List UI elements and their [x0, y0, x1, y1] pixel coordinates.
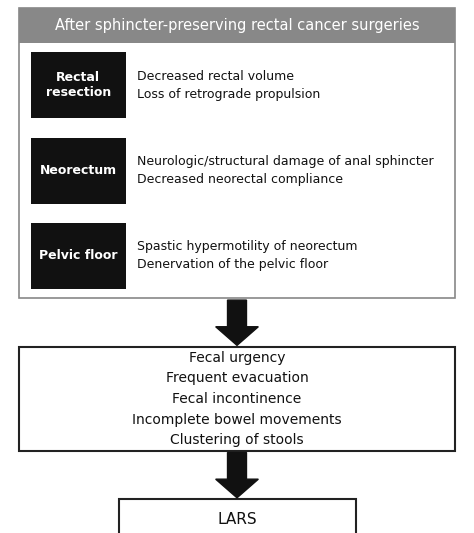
Text: Neorectum: Neorectum: [40, 164, 117, 177]
FancyBboxPatch shape: [31, 52, 126, 118]
Polygon shape: [216, 453, 258, 498]
FancyBboxPatch shape: [118, 499, 356, 533]
Text: Decreased rectal volume
Loss of retrograde propulsion: Decreased rectal volume Loss of retrogra…: [137, 70, 321, 101]
FancyBboxPatch shape: [19, 8, 455, 43]
Text: Fecal urgency
Frequent evacuation
Fecal incontinence
Incomplete bowel movements
: Fecal urgency Frequent evacuation Fecal …: [132, 351, 342, 447]
FancyBboxPatch shape: [31, 223, 126, 289]
Text: After sphincter-preserving rectal cancer surgeries: After sphincter-preserving rectal cancer…: [55, 18, 419, 33]
Text: Pelvic floor: Pelvic floor: [39, 249, 118, 262]
FancyBboxPatch shape: [19, 347, 455, 451]
Text: Spastic hypermotility of neorectum
Denervation of the pelvic floor: Spastic hypermotility of neorectum Dener…: [137, 240, 358, 271]
Text: Rectal
resection: Rectal resection: [46, 71, 111, 99]
FancyBboxPatch shape: [31, 138, 126, 204]
Text: LARS: LARS: [217, 512, 257, 527]
Polygon shape: [216, 300, 258, 345]
Text: Neurologic/structural damage of anal sphincter
Decreased neorectal compliance: Neurologic/structural damage of anal sph…: [137, 155, 434, 186]
